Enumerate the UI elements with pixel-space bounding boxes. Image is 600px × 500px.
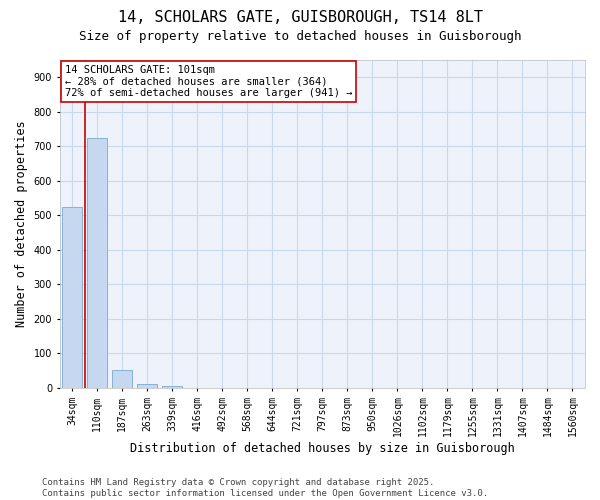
Y-axis label: Number of detached properties: Number of detached properties <box>15 120 28 327</box>
X-axis label: Distribution of detached houses by size in Guisborough: Distribution of detached houses by size … <box>130 442 515 455</box>
Bar <box>62 207 82 388</box>
Bar <box>162 386 182 388</box>
Text: 14 SCHOLARS GATE: 101sqm
← 28% of detached houses are smaller (364)
72% of semi-: 14 SCHOLARS GATE: 101sqm ← 28% of detach… <box>65 65 352 98</box>
Bar <box>112 370 132 388</box>
Bar <box>87 138 107 388</box>
Text: Size of property relative to detached houses in Guisborough: Size of property relative to detached ho… <box>79 30 521 43</box>
Bar <box>137 384 157 388</box>
Text: 14, SCHOLARS GATE, GUISBOROUGH, TS14 8LT: 14, SCHOLARS GATE, GUISBOROUGH, TS14 8LT <box>118 10 482 25</box>
Text: Contains HM Land Registry data © Crown copyright and database right 2025.
Contai: Contains HM Land Registry data © Crown c… <box>42 478 488 498</box>
